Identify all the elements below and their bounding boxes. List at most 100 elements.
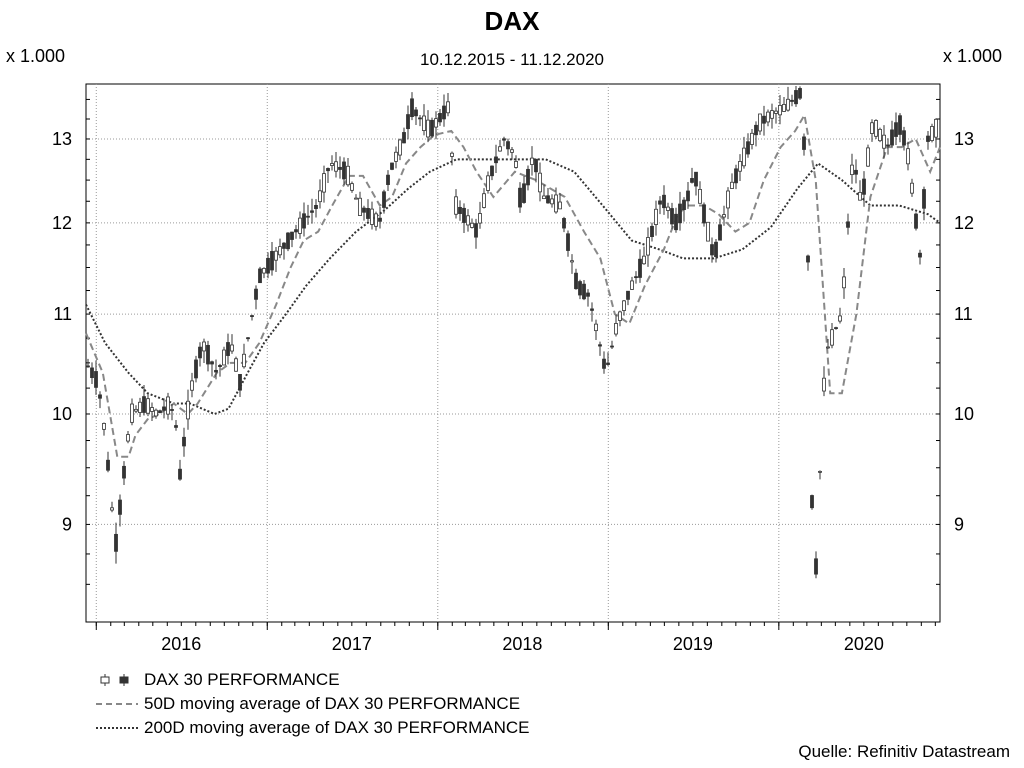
candle-body: [318, 190, 322, 203]
candle-body: [474, 223, 478, 238]
candle-body: [154, 409, 158, 417]
y-tick-label-right: 13: [954, 129, 974, 149]
candle-body: [86, 365, 90, 368]
candle-body: [170, 409, 174, 411]
candle-body: [302, 213, 306, 229]
candle-body: [306, 215, 310, 218]
candle-body: [830, 329, 834, 346]
candle-body: [442, 105, 446, 120]
candle-body: [670, 208, 674, 225]
candle-body: [266, 257, 270, 274]
candle-body: [554, 194, 558, 213]
candle-body: [126, 434, 130, 442]
candle-body: [558, 201, 562, 210]
candle-body: [746, 141, 750, 155]
candle-body: [842, 276, 846, 289]
candle-body: [582, 283, 586, 300]
candle-body: [586, 292, 590, 297]
candle-body: [314, 205, 318, 209]
candle-body: [330, 163, 334, 166]
legend-label-ma200: 200D moving average of DAX 30 PERFORMANC…: [144, 718, 530, 737]
candle-body: [650, 225, 654, 237]
candle-body: [774, 110, 778, 114]
candle-body: [218, 365, 222, 367]
y-tick-label-left: 11: [53, 304, 72, 324]
candle-body: [362, 207, 366, 213]
candle-body: [686, 190, 690, 202]
candle-body: [458, 206, 462, 214]
candle-body: [666, 206, 670, 211]
candle-body: [498, 146, 502, 152]
candle-body: [646, 237, 650, 256]
candle-body: [894, 122, 898, 137]
y-unit-label-right: x 1.000: [942, 46, 1002, 66]
candle-body: [202, 341, 206, 352]
candle-body: [406, 114, 410, 130]
plot-area: [85, 83, 941, 623]
candle-body: [882, 134, 886, 149]
candle-body: [526, 168, 530, 186]
candle-body: [594, 323, 598, 332]
candle-body: [706, 221, 710, 242]
candle-body: [110, 507, 114, 511]
candle-body: [802, 136, 806, 150]
candle-body: [230, 344, 234, 352]
candle-body: [574, 272, 578, 290]
candle-body: [758, 113, 762, 132]
candle-body: [278, 246, 282, 256]
candle-body: [550, 198, 554, 205]
candle-body: [506, 141, 510, 150]
candle-body: [538, 172, 542, 193]
candle-body: [898, 115, 902, 135]
candle-body: [334, 161, 338, 172]
y-tick-label-left: 12: [52, 213, 72, 233]
candle-body: [490, 165, 494, 177]
candle-body: [614, 323, 618, 335]
candle-body: [730, 181, 734, 189]
candle-body: [610, 345, 614, 348]
candle-body: [118, 499, 122, 515]
candle-body: [750, 132, 754, 145]
candle-body: [398, 139, 402, 156]
candle-body: [766, 111, 770, 123]
candle-body: [194, 359, 198, 379]
candle-body: [130, 403, 134, 423]
candle-body: [846, 221, 850, 228]
candle-body: [250, 315, 254, 317]
candle-body: [486, 175, 490, 191]
candle-body: [106, 459, 110, 471]
candle-body: [186, 400, 190, 420]
candle-body: [930, 126, 934, 141]
candle-body: [878, 128, 882, 142]
candle-body: [762, 115, 766, 124]
candle-body: [570, 260, 574, 263]
candle-body: [642, 255, 646, 265]
candle-body: [710, 244, 714, 256]
candle-body: [394, 151, 398, 162]
candle-body: [454, 196, 458, 215]
candle-body: [926, 135, 930, 142]
candle-body: [414, 109, 418, 117]
candle-body: [210, 361, 214, 365]
chart-subtitle: 10.12.2015 - 11.12.2020: [419, 50, 604, 69]
candle-body: [530, 157, 534, 165]
candle-body: [818, 470, 822, 473]
x-tick-label: 2020: [844, 634, 884, 654]
candle-body: [386, 174, 390, 185]
candle-body: [870, 122, 874, 134]
candle-body: [366, 208, 370, 219]
candle-body: [142, 396, 146, 413]
candle-body: [438, 113, 442, 123]
candle-body: [834, 327, 838, 329]
candle-body: [478, 213, 482, 224]
candle-body: [258, 268, 262, 284]
candle-body: [738, 161, 742, 172]
candle-body: [238, 374, 242, 391]
candle-body: [326, 168, 330, 172]
candle-body: [618, 311, 622, 321]
candle-body: [166, 396, 170, 415]
candle-body: [598, 344, 602, 347]
candle-body: [702, 204, 706, 224]
candle-body: [786, 98, 790, 111]
y-tick-label-right: 12: [954, 213, 974, 233]
